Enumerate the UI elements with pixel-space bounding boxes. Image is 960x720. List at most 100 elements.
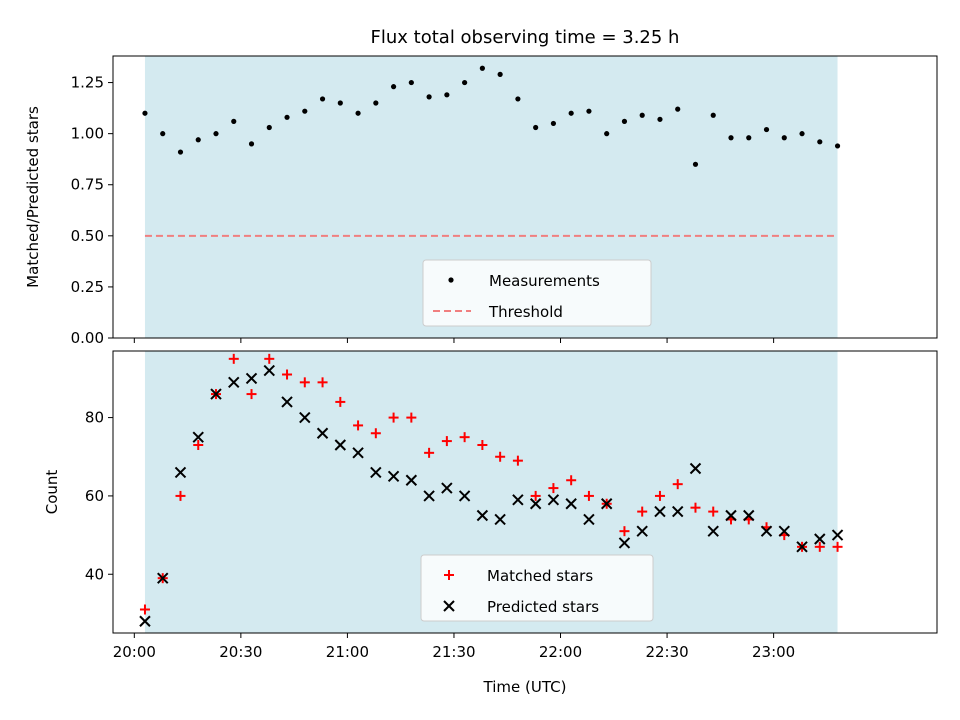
x-b [334, 439, 347, 451]
measurement-point [781, 135, 787, 141]
x-b [831, 529, 844, 541]
ratio-axes-frame [112, 55, 938, 339]
measurement-point [284, 114, 290, 120]
predicted-star-point [778, 525, 790, 537]
predicted-star-point [157, 572, 169, 584]
matched-star-point [566, 475, 577, 486]
matched-star-point [583, 490, 594, 501]
x-b [743, 509, 755, 522]
measurement-point [728, 135, 734, 141]
y-tick-label: 60 [85, 487, 104, 505]
predicted-star-point [245, 372, 258, 385]
measurement-point [462, 79, 468, 86]
x-b [210, 388, 222, 400]
matched-star-point [832, 541, 843, 552]
measurement-point [657, 116, 663, 122]
matched-star-point [441, 436, 452, 447]
x-b [636, 525, 648, 537]
measurement-point [479, 65, 485, 71]
matched-star-point [672, 479, 683, 490]
predicted-star-point [796, 541, 808, 553]
x-tick-label: 20:30 [219, 643, 262, 661]
matched-star-point [495, 451, 506, 462]
x-tick-label: 22:00 [539, 643, 582, 661]
x-b [174, 466, 187, 479]
measurement-point [213, 131, 219, 137]
y-tick-label: 1.00 [71, 125, 104, 143]
y-tick-label: 0.00 [71, 329, 104, 347]
predicted-star-point [405, 474, 418, 486]
predicted-star-point [654, 505, 666, 518]
matched-star-point [299, 377, 310, 388]
measurement-point [231, 118, 237, 124]
predicted-star-point [299, 411, 311, 424]
x-b [263, 364, 275, 377]
count-x-ticks: 20:00 20:30 21:00 21:30 22:00 22:30 23:00 [113, 633, 795, 661]
predicted-star-point [441, 482, 453, 494]
x-b [600, 498, 613, 510]
measurement-point [710, 112, 716, 118]
predicted-star-point [743, 509, 755, 522]
matched-star-point [530, 490, 541, 501]
matched-star-point [424, 447, 435, 458]
predicted-star-point [618, 537, 631, 549]
measurement-point [355, 110, 361, 116]
matched-stars-points [139, 353, 843, 615]
y-tick-label: 0.50 [71, 227, 104, 245]
measurement-point [195, 137, 201, 143]
matched-star-point [708, 506, 719, 517]
x-b [405, 474, 418, 486]
x-b [387, 470, 400, 483]
x-b [476, 509, 489, 522]
measurement-point [497, 71, 503, 77]
predicted-star-point [814, 533, 826, 545]
matched-star-point [282, 369, 293, 380]
x-axis-label: Time (UTC) [483, 678, 567, 696]
measurement-point [248, 141, 255, 147]
count-y-axis-label: Count [43, 470, 61, 515]
predicted-star-point [458, 490, 471, 502]
measurement-point [337, 100, 343, 106]
matched-star-point [548, 483, 559, 494]
x-tick-label: 23:00 [752, 643, 795, 661]
measurement-point [550, 120, 557, 127]
matched-star-point [637, 506, 648, 517]
matched-star-point [175, 490, 186, 501]
matched-star-point [459, 432, 470, 443]
x-b [245, 372, 258, 385]
y-tick-label: 80 [85, 409, 104, 427]
x-b [654, 505, 666, 518]
x-b [760, 525, 773, 537]
legend-marker-predicted [443, 600, 455, 612]
ratio-y-ticks: 0.00 0.25 0.50 0.75 1.00 1.25 [71, 74, 113, 347]
ratio-legend-box [422, 259, 652, 327]
x-b [441, 482, 453, 494]
x-b [529, 498, 542, 510]
matched-star-point [690, 502, 701, 513]
y-tick-label: 1.25 [71, 74, 104, 92]
count-y-ticks: 40 60 80 [85, 409, 113, 583]
measurement-point [586, 108, 592, 114]
legend-marker-measurements [448, 277, 454, 283]
measurement-point [142, 110, 148, 116]
measurement-point [266, 124, 272, 131]
x-b [778, 525, 790, 537]
predicted-star-point [600, 498, 613, 510]
predicted-star-point [423, 490, 435, 502]
measurement-point [390, 84, 397, 90]
measurement-point [639, 112, 645, 118]
x-b [443, 600, 455, 612]
x-b [423, 490, 435, 502]
matched-star-point [512, 455, 523, 466]
predicted-star-point [831, 529, 844, 541]
x-b [689, 462, 702, 475]
predicted-star-point [174, 466, 187, 479]
count-legend: Matched stars Predicted stars [420, 554, 654, 622]
x-b [707, 525, 719, 537]
predicted-star-point [228, 376, 240, 389]
x-b [281, 396, 293, 408]
measurement-point [621, 118, 628, 124]
count-legend-box [420, 554, 654, 622]
predicted-star-point [494, 513, 506, 526]
